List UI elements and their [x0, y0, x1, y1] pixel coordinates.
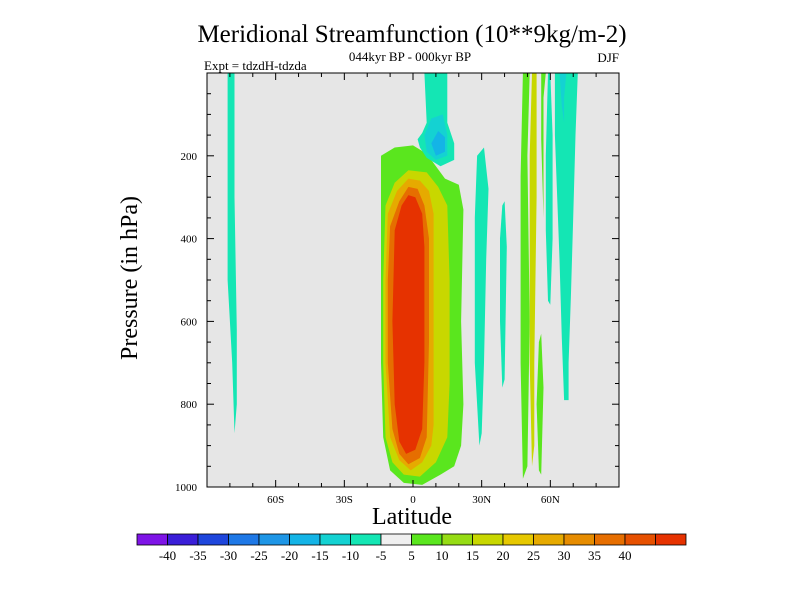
- colorbar-box: [472, 533, 504, 546]
- colorbar-label: -35: [189, 548, 206, 563]
- chart-subtitle: 044kyr BP - 000kyr BP: [349, 49, 471, 64]
- colorbar-label: -40: [159, 548, 176, 563]
- colorbar-box: [167, 533, 199, 546]
- colorbar-label: 40: [619, 548, 632, 563]
- y-tick-label: 1000: [175, 482, 198, 494]
- contour-nh-midlat-neg-a: [545, 73, 553, 305]
- contour-nh-polar-cell-10: [559, 73, 567, 123]
- contour-nh-polar-cell: [554, 73, 578, 401]
- x-tick-label: 60N: [541, 494, 560, 506]
- colorbar-label: 30: [558, 548, 571, 563]
- season-label: DJF: [597, 50, 619, 65]
- contour-nh-midlat-band-5b: [541, 73, 546, 218]
- colorbar-box: [197, 533, 229, 546]
- contour-nh-upper-cell-15: [431, 131, 445, 156]
- x-tick-label: 0: [410, 494, 416, 506]
- experiment-label: Expt = tdzdH-tdzda: [204, 58, 307, 73]
- x-tick-label: 30N: [472, 494, 491, 506]
- y-tick-label: 400: [181, 234, 198, 246]
- contour-nh-midlat-band: [520, 73, 530, 479]
- colorbar-label: -10: [342, 548, 359, 563]
- x-axis-label: Latitude: [372, 504, 452, 530]
- chart-title: Meridional Streamfunction (10**9kg/m-2): [197, 21, 626, 48]
- colorbar-box: [441, 533, 473, 546]
- contour-regions: [227, 73, 578, 485]
- colorbar-box: [319, 533, 351, 546]
- colorbar-label: 25: [527, 548, 540, 563]
- colorbar-box: [380, 533, 412, 546]
- colorbar-box: [289, 533, 321, 546]
- colorbar-label: -30: [220, 548, 237, 563]
- y-tick-label: 600: [181, 316, 198, 328]
- contour-nh-midlat-band-15: [529, 73, 537, 467]
- colorbar-box: [258, 533, 290, 546]
- colorbar-box: [594, 533, 626, 546]
- x-tick-label: 30S: [336, 494, 353, 506]
- colorbar-box: [655, 533, 687, 546]
- colorbar-label: -25: [250, 548, 267, 563]
- colorbar-box: [228, 533, 260, 546]
- y-tick-label: 800: [181, 399, 198, 411]
- colorbar-box: [502, 533, 534, 546]
- colorbar-label: -15: [311, 548, 328, 563]
- contour-nh-midlat-band-5c: [536, 333, 544, 475]
- colorbar-label: 20: [497, 548, 510, 563]
- colorbar-box: [533, 533, 565, 546]
- colorbar-label: 35: [588, 548, 601, 563]
- colorbar-label: 5: [408, 548, 415, 563]
- x-tick-label: 60S: [267, 494, 284, 506]
- colorbar-box: [624, 533, 656, 546]
- colorbar-label: -5: [376, 548, 387, 563]
- y-axis-label: Pressure (in hPa): [117, 196, 143, 360]
- axis-ticks: 60S 30S 0 30N 60N 200 400 600 800 1000: [175, 73, 620, 506]
- contour-sh-polar-cell: [227, 73, 237, 434]
- contour-nh-tropics-band-b: [500, 201, 507, 388]
- colorbar-box: [350, 533, 382, 546]
- colorbar: -40 -35 -30 -25 -20 -15 -10 -5 5 10 15 20 25 30 35 40: [136, 533, 687, 563]
- contour-nh-tropics-band-a: [474, 147, 489, 446]
- colorbar-box: [136, 533, 168, 546]
- colorbar-label: -20: [281, 548, 298, 563]
- colorbar-label: 10: [436, 548, 449, 563]
- contour-equatorial-cell-core: [392, 195, 425, 454]
- colorbar-label: 15: [466, 548, 479, 563]
- y-tick-label: 200: [181, 151, 198, 163]
- colorbar-box: [411, 533, 443, 546]
- colorbar-box: [563, 533, 595, 546]
